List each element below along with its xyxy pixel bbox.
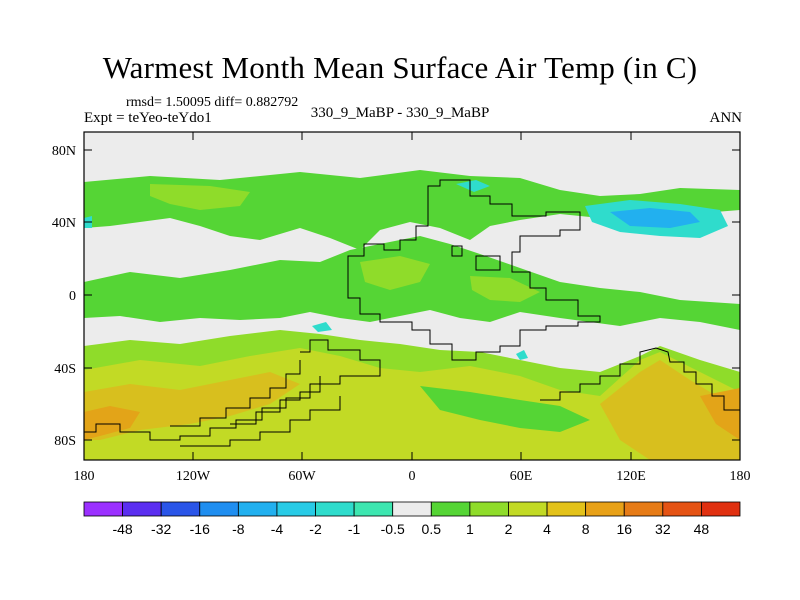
colorbar-label: -0.5 <box>381 521 405 537</box>
colorbar-swatch <box>237 501 278 517</box>
lat-labels: 80N 40N 0 40S 80S <box>52 144 76 449</box>
lat-label-80n: 80N <box>52 144 76 159</box>
lat-ticks <box>84 149 740 441</box>
map-title: Warmest Month Mean Surface Air Temp (in … <box>102 50 698 85</box>
coast-south-3 <box>230 376 321 425</box>
colorbar-swatch <box>315 501 355 517</box>
lon-ticks <box>192 132 632 460</box>
lon-label-0: 0 <box>409 469 416 484</box>
field-green-tropics-3 <box>470 276 540 302</box>
field-cyan-small-3 <box>516 350 528 360</box>
rmsd-diff-stats: rmsd= 1.50095 diff= 0.882792 <box>126 95 299 110</box>
lat-label-80s: 80S <box>54 434 76 449</box>
lon-label-60w: 60W <box>288 469 316 484</box>
colorbar-label: -1 <box>348 521 361 537</box>
coast-laurasia <box>347 179 601 361</box>
colorbar-label: -4 <box>271 521 284 537</box>
colorbar-swatch <box>546 501 587 517</box>
colorbar-swatch <box>430 501 471 517</box>
period-label: ANN <box>709 110 743 126</box>
field-cyan-small-1 <box>456 180 490 192</box>
coast-island-1 <box>451 245 463 257</box>
subtitle: 330_9_MaBP - 330_9_MaBP <box>310 105 490 121</box>
coast-southern-east <box>540 347 740 411</box>
lon-label-120w: 120W <box>176 469 211 484</box>
colorbar-label: 0.5 <box>422 521 442 537</box>
colorbar-label: -16 <box>190 521 210 537</box>
lat-label-40s: 40S <box>54 362 76 377</box>
field-green-southcenter <box>420 386 590 432</box>
colorbar-label: -2 <box>309 521 322 537</box>
colorbar-label: 16 <box>616 521 632 537</box>
colorbar-label: 32 <box>655 521 671 537</box>
colorbar-label: 48 <box>694 521 710 537</box>
colorbar-swatch <box>83 501 123 517</box>
colorbar-swatch <box>585 501 625 517</box>
field-green-north <box>84 170 740 250</box>
colorbar-swatch <box>701 501 741 517</box>
colorbar-swatch <box>353 501 394 517</box>
colorbar-label: -48 <box>112 521 132 537</box>
colorbar-swatch <box>623 501 664 517</box>
colorbar: -48 -32 -16 -8 -4 -2 -1 -0.5 0.5 1 2 4 8 16 32 48 <box>83 501 741 537</box>
field-warm-southeast <box>600 360 740 460</box>
field-blue-northeast <box>610 208 700 228</box>
colorbar-label: -32 <box>151 521 171 537</box>
colorbar-swatch <box>662 501 702 517</box>
coast-south-1 <box>84 339 381 441</box>
colorbar-swatch <box>122 501 162 517</box>
coast-south-2 <box>170 360 301 427</box>
field-hot-southeast <box>700 388 740 440</box>
lon-label-60e: 60E <box>510 469 533 484</box>
colorbar-swatch <box>392 501 432 517</box>
field-yellow-south <box>84 348 740 460</box>
field-cyan-small-2 <box>312 322 332 332</box>
colorbar-label: 2 <box>505 521 513 537</box>
lat-label-40n: 40N <box>52 216 76 231</box>
lon-label-180w: 180 <box>74 469 95 484</box>
colorbar-label: -8 <box>232 521 245 537</box>
field-hot-south <box>84 406 140 440</box>
colorbar-label: 1 <box>466 521 474 537</box>
coastlines <box>84 179 740 447</box>
field-warm-south <box>84 372 300 440</box>
lon-label-120e: 120E <box>616 469 646 484</box>
lat-label-0: 0 <box>69 289 76 304</box>
colorbar-label: 4 <box>543 521 551 537</box>
colorbar-swatch <box>276 501 316 517</box>
coast-island-2 <box>475 255 501 271</box>
coast-south-4 <box>180 396 341 447</box>
colorbar-label: 8 <box>582 521 590 537</box>
colorbar-swatch <box>199 501 239 517</box>
colorbar-swatch <box>508 501 548 517</box>
field-green-tropics-2 <box>360 256 430 290</box>
field-green-north-2 <box>150 184 250 210</box>
colorbar-swatch <box>469 501 509 517</box>
colorbar-swatch <box>160 501 201 517</box>
map-field <box>84 132 740 460</box>
lon-label-180e: 180 <box>730 469 751 484</box>
lon-labels: 180 120W 60W 0 60E 120E 180 <box>74 469 751 484</box>
experiment-label: Expt = teYeo-teYdo1 <box>84 110 212 126</box>
